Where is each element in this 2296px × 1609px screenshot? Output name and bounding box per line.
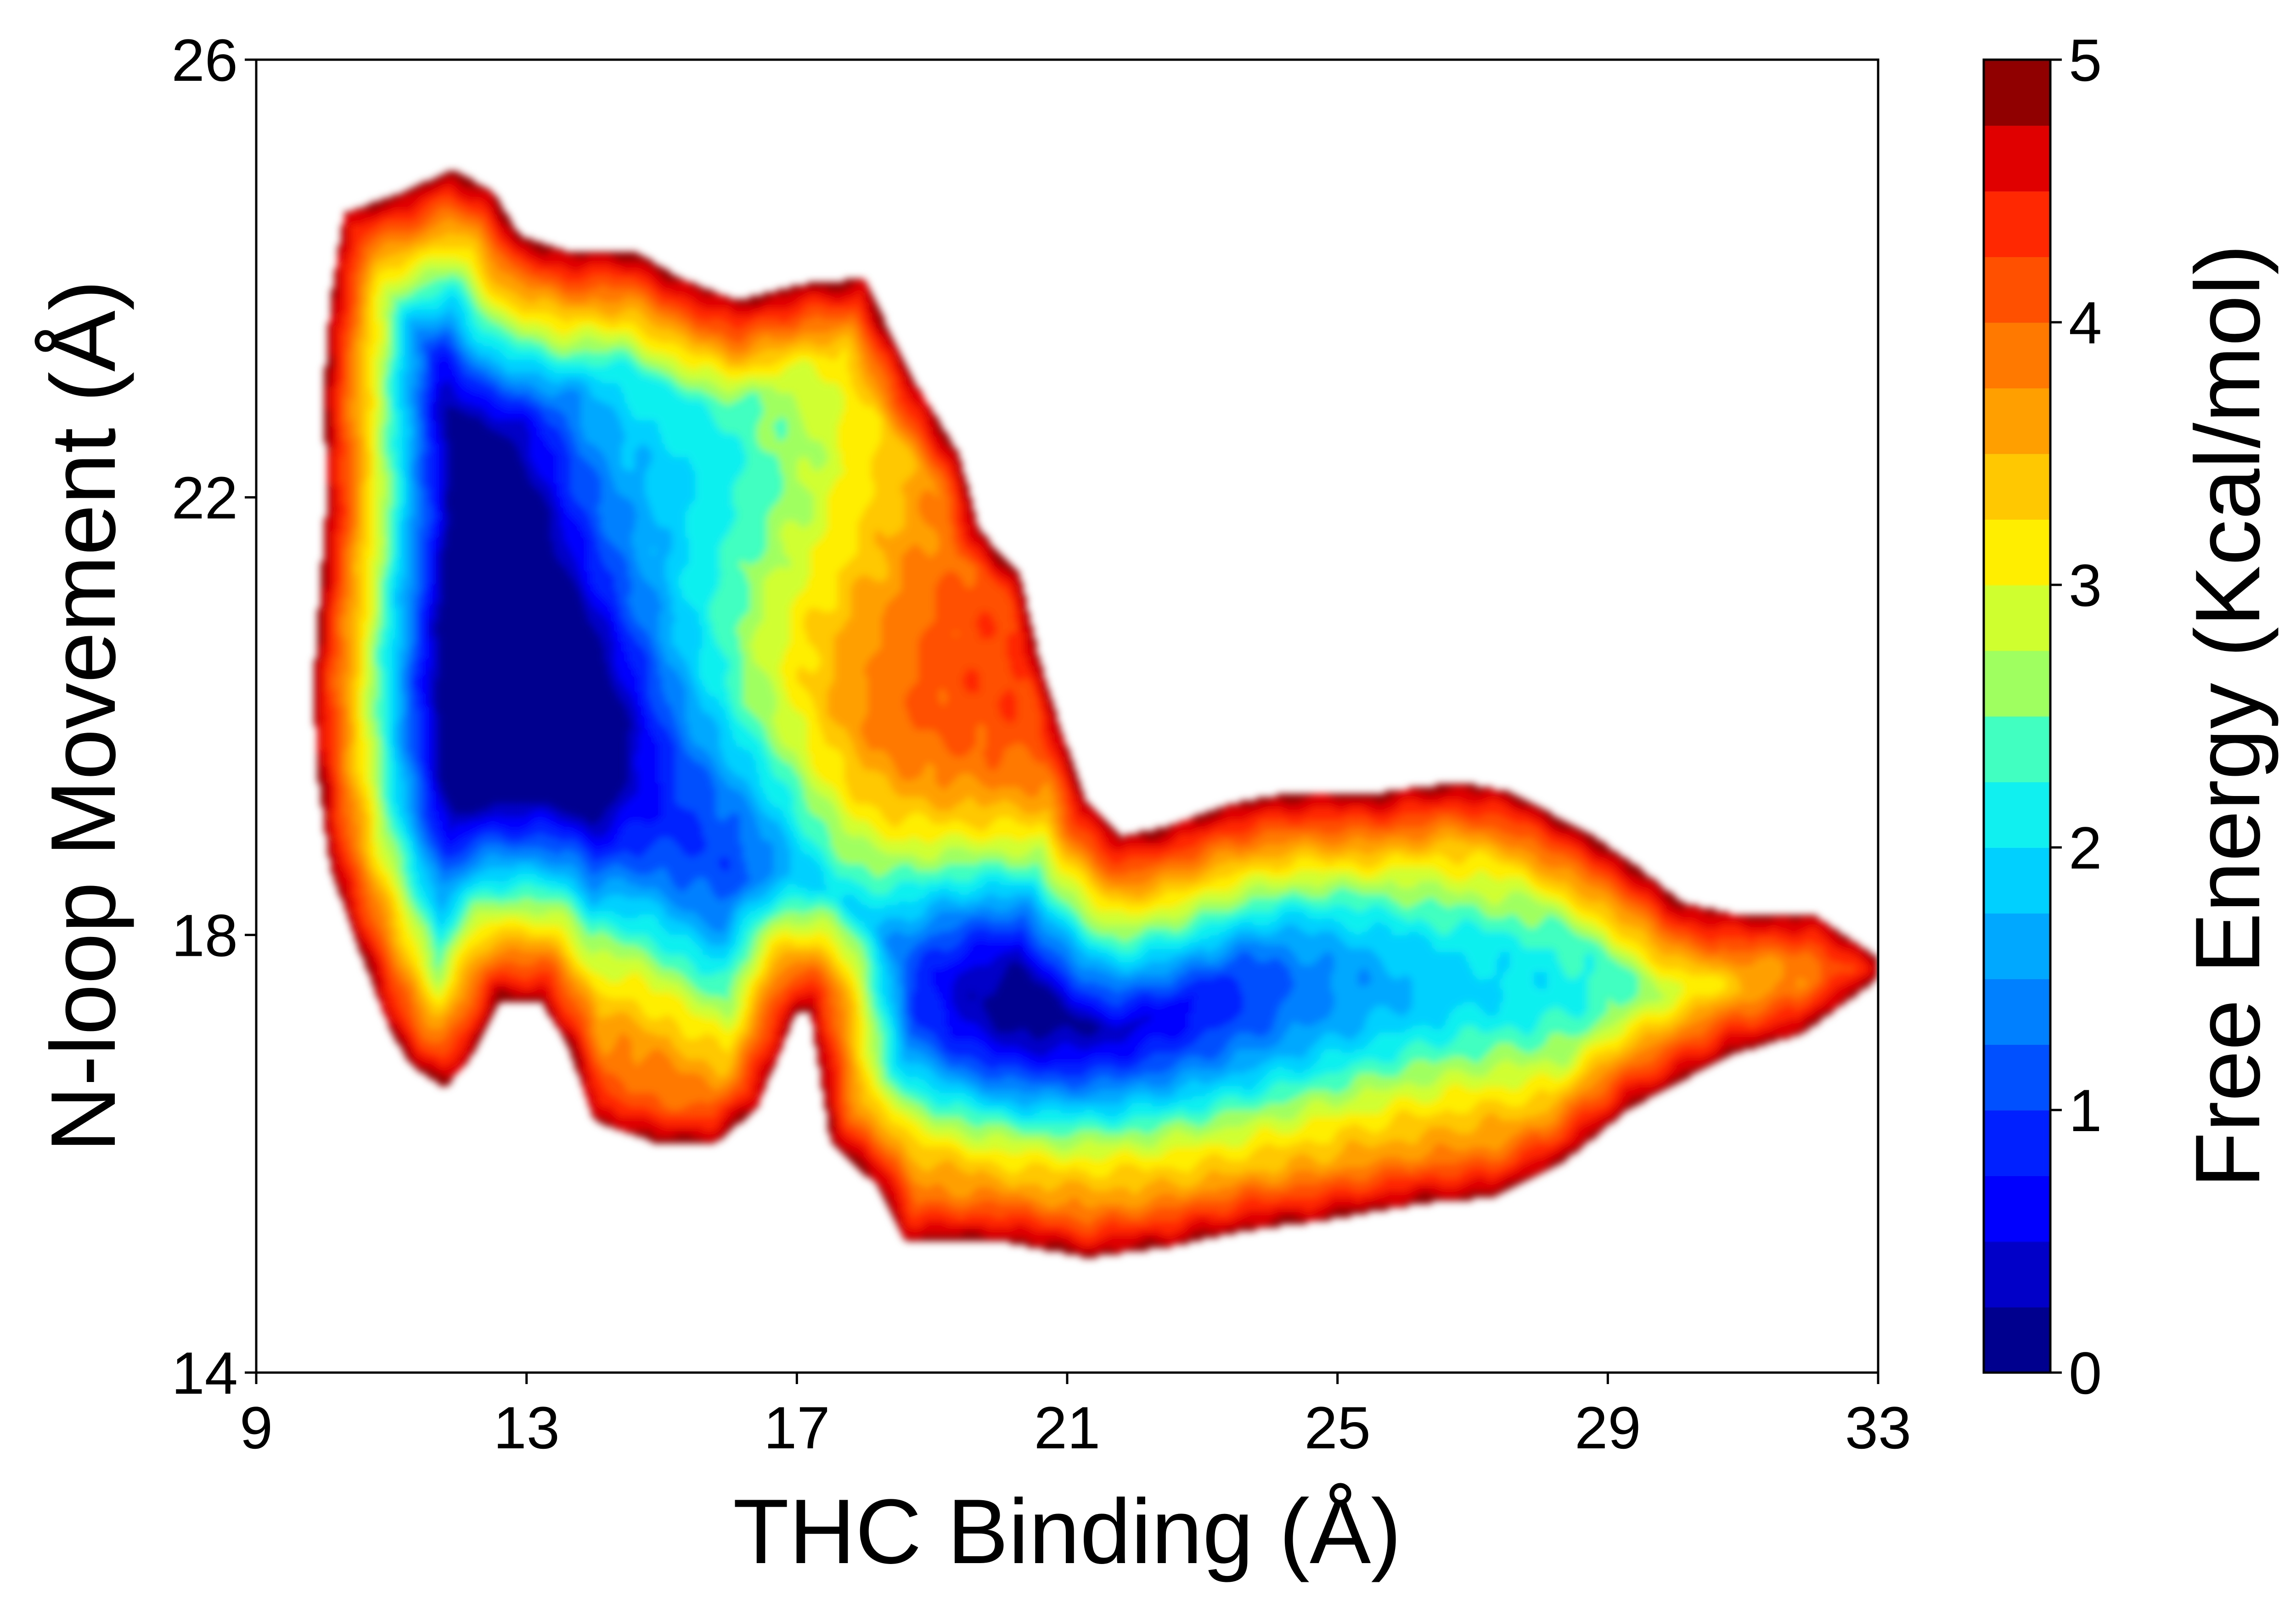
colorbar-tick-label: 3 [2069, 552, 2102, 619]
y-tick-label: 18 [171, 902, 238, 969]
x-tick-label: 17 [764, 1394, 830, 1461]
colorbar-band [1984, 782, 2050, 848]
x-tick-label: 21 [1034, 1394, 1101, 1461]
colorbar-band [1984, 1176, 2050, 1242]
x-tick-label: 29 [1575, 1394, 1641, 1461]
colorbar-band [1984, 1241, 2050, 1307]
colorbar [1984, 60, 2050, 1373]
colorbar-label: Free Energy (Kcal/mol) [2177, 244, 2279, 1188]
y-axis-label: N-loop Movement (Å) [32, 280, 135, 1153]
colorbar-band [1984, 1044, 2050, 1110]
colorbar-band [1984, 847, 2050, 914]
x-axis: 9 13 17 21 25 29 33 [240, 1373, 1911, 1461]
colorbar-band [1984, 60, 2050, 126]
x-tick-label: 13 [493, 1394, 560, 1461]
free-energy-surface [256, 60, 1878, 1373]
colorbar-band [1984, 979, 2050, 1045]
colorbar-band [1984, 1110, 2050, 1176]
y-axis: 14 18 22 26 [171, 27, 256, 1407]
y-tick-label: 22 [171, 464, 238, 531]
colorbar-tick-label: 5 [2069, 27, 2102, 94]
x-tick-label: 33 [1845, 1394, 1912, 1461]
plot-area [256, 60, 1878, 1373]
colorbar-band [1984, 388, 2050, 454]
x-axis-label: THC Binding (Å) [733, 1480, 1401, 1583]
colorbar-band [1984, 716, 2050, 782]
y-tick-label: 14 [171, 1340, 238, 1407]
colorbar-tick-label: 0 [2069, 1340, 2102, 1407]
colorbar-band [1984, 519, 2050, 585]
colorbar-frame [1982, 58, 2052, 1374]
colorbar-band [1984, 913, 2050, 979]
colorbar-band [1984, 191, 2050, 257]
y-tick-label: 26 [171, 27, 238, 94]
colorbar-band [1984, 1307, 2050, 1373]
x-tick-label: 25 [1304, 1394, 1371, 1461]
colorbar-band [1984, 650, 2050, 717]
colorbar-tick-label: 4 [2069, 289, 2102, 356]
colorbar-axis: 0 1 2 3 4 5 [2050, 27, 2102, 1407]
colorbar-band [1984, 585, 2050, 651]
colorbar-band [1984, 454, 2050, 520]
colorbar-tick-label: 1 [2069, 1077, 2102, 1144]
colorbar-band [1984, 125, 2050, 191]
colorbar-tick-label: 2 [2069, 814, 2102, 881]
x-tick-label: 9 [240, 1394, 273, 1461]
colorbar-band [1984, 257, 2050, 323]
colorbar-band [1984, 322, 2050, 388]
